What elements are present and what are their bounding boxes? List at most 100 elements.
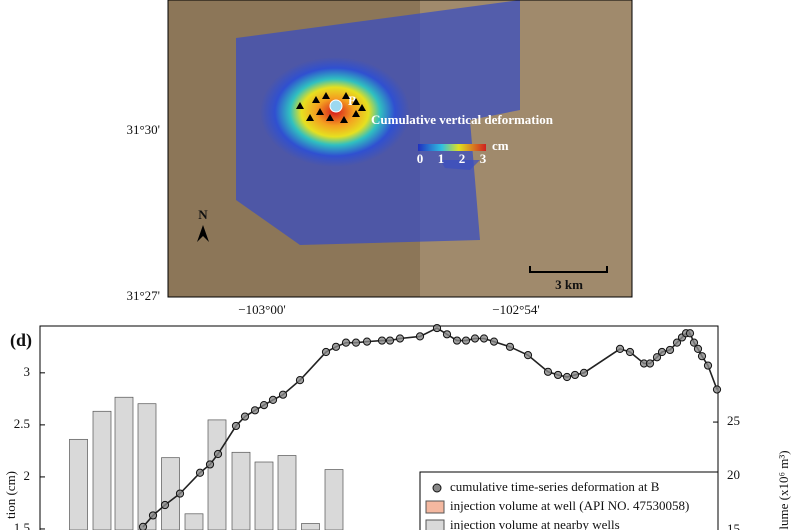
map-legend-title: Cumulative vertical deformation [371,112,554,127]
point [362,337,372,346]
point [377,336,387,345]
well-marker [358,104,366,111]
y-tick-label: 1.5 [14,520,30,530]
bar [92,410,112,530]
bar [277,455,297,530]
point [321,347,331,357]
point [645,359,655,368]
y-tick-label: 2 [24,468,31,483]
point [470,334,480,343]
legend-marker [425,519,445,530]
point [295,376,305,385]
site [329,99,343,113]
bar [184,513,204,530]
legend-marker [432,483,442,493]
lon-label: −102°54' [492,302,539,317]
point [543,367,553,376]
scale-bar [529,266,608,273]
bar [137,403,157,530]
point [250,406,260,415]
point [240,412,250,421]
colorbar-tick: 2 [459,151,466,166]
point [160,500,170,510]
colorbar [418,144,486,151]
point [489,337,499,346]
y2-tick-label: 15 [727,521,740,530]
point [205,460,215,469]
point [685,329,695,338]
point [259,401,269,410]
y2-axis-label: lume (x10⁶ m³) [776,450,791,529]
colorbar-tick: 1 [438,151,445,166]
legend-label: injection volume at well (API NO. 475300… [450,498,689,513]
chart: (d) tion (cm) lume (x10⁶ m³) 1.5 2 2.5 3 15 20 25… [3,323,791,530]
map [168,0,632,297]
bar [114,396,134,530]
lat-label: 31°27' [126,288,160,303]
point [351,338,361,347]
point [231,421,241,431]
point [213,449,223,459]
legend-label: cumulative time-series deformation at B [450,479,660,494]
bar [301,523,320,530]
point [703,361,713,370]
plot-frame [39,325,719,530]
well-marker [326,114,334,121]
point [657,347,667,357]
point [452,336,462,345]
point [138,522,148,530]
point [479,334,489,343]
point-label: B [348,93,357,108]
point [553,370,563,380]
bar [207,419,227,530]
bar [254,461,274,530]
point [195,468,205,477]
scale-label: 3 km [555,277,583,292]
well-marker [340,116,348,123]
point [652,353,662,362]
well-marker [352,110,360,117]
well-marker [352,98,360,105]
well-marker [342,92,350,99]
well-marker [306,114,314,121]
well-marker [316,108,324,115]
point [148,511,158,520]
point [562,372,572,382]
point [697,352,707,361]
point [278,390,288,399]
y-tick-label: 2.5 [14,416,30,431]
point [341,338,351,347]
panel-label: (d) [10,330,32,351]
bar [69,438,88,530]
point [505,342,515,351]
point [175,489,185,498]
y2-tick-label: 20 [727,467,740,482]
map-frame [167,0,633,298]
point [693,344,703,353]
point [432,323,442,333]
point [672,338,682,347]
y2-tick-label: 25 [727,413,740,428]
point [461,336,471,345]
point [689,338,699,347]
north-arrow [197,225,209,242]
legend-box [419,471,719,530]
point [415,332,425,341]
point [712,385,722,394]
colorbar-tick: 3 [480,151,487,166]
colorbar-tick: 0 [417,151,424,166]
bar [324,469,344,530]
y-tick-label: 3 [24,364,31,379]
north-label: N [198,207,208,222]
point [579,368,589,377]
legend-label: injection volume at nearby wells [450,517,620,530]
point [331,342,341,351]
point [615,344,625,353]
point [625,347,635,357]
point [395,334,405,343]
well-marker [312,96,320,103]
point [442,330,452,339]
point [385,336,395,345]
point [665,345,675,355]
